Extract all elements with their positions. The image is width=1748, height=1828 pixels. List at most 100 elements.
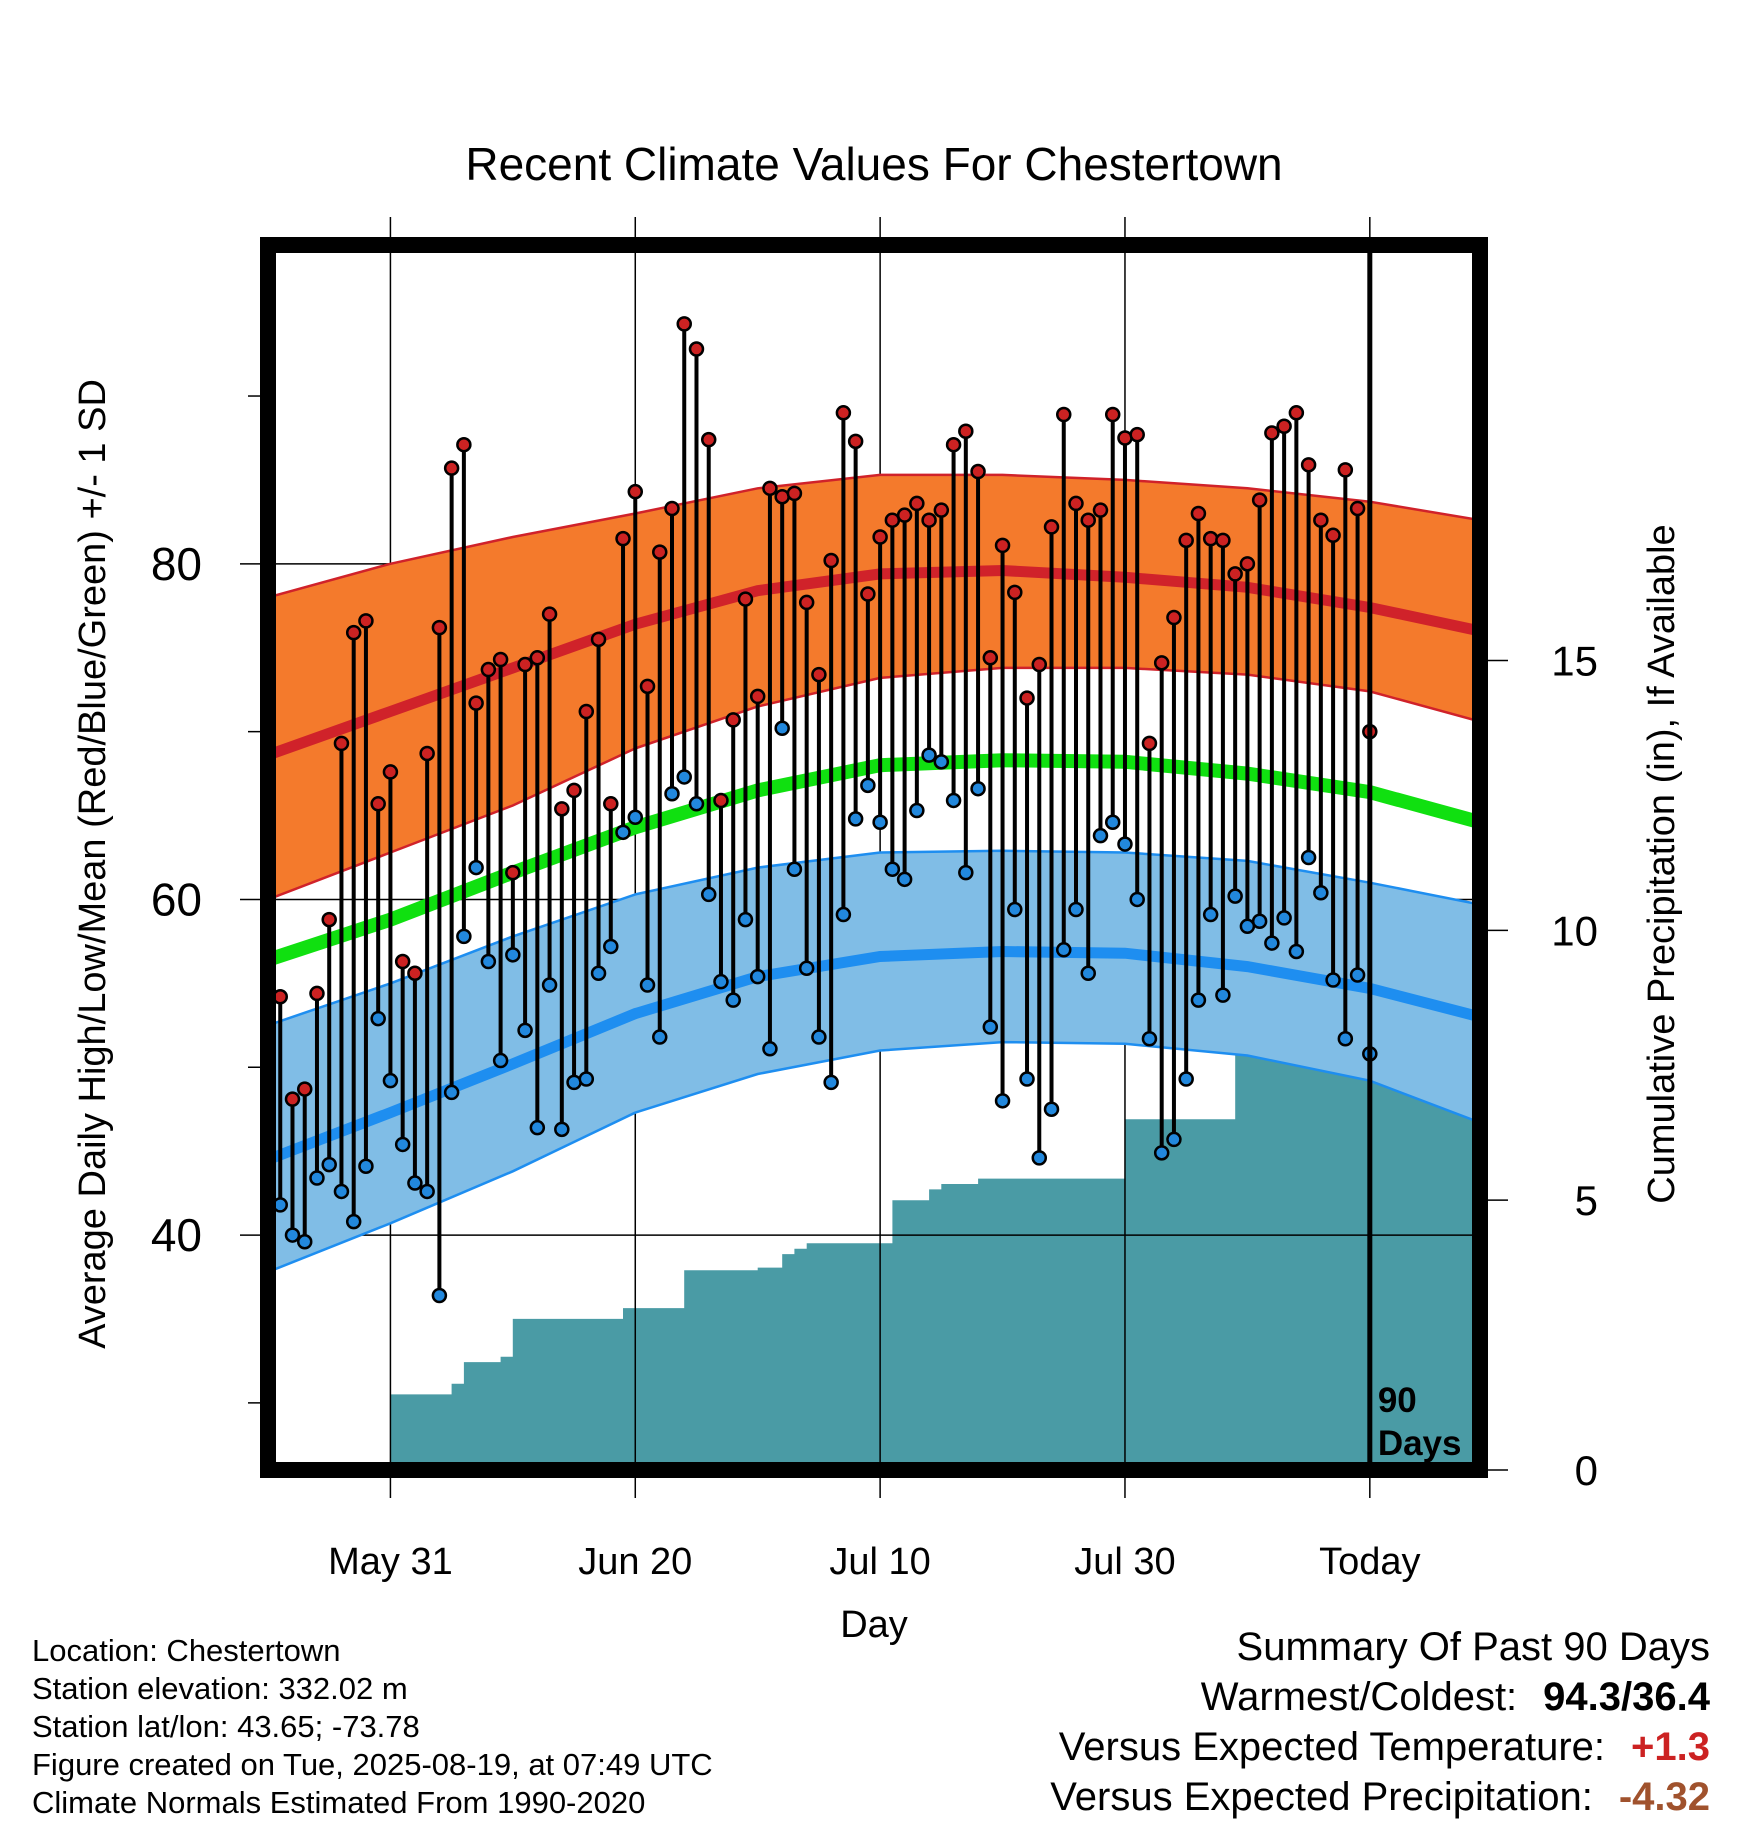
daily-high-point	[1019, 690, 1035, 706]
daily-low-point	[1117, 836, 1133, 852]
daily-low-point	[1313, 884, 1329, 901]
daily-high-point	[590, 631, 607, 648]
daily-high-point	[1031, 656, 1048, 673]
x-axis-label: Day	[840, 1604, 908, 1646]
daily-high-point	[480, 661, 497, 678]
y2-tick-label: 5	[1575, 1177, 1598, 1224]
summary-panel: Summary Of Past 90 Days Warmest/Coldest:…	[1050, 1622, 1710, 1822]
daily-low-point	[480, 953, 497, 970]
daily-high-point	[688, 341, 705, 357]
daily-low-point	[517, 1022, 533, 1039]
daily-high-point	[1251, 492, 1268, 508]
daily-low-point	[713, 973, 729, 990]
daily-high-point	[1202, 530, 1219, 547]
daily-low-point	[431, 1287, 448, 1304]
daily-low-point	[468, 859, 484, 876]
warmest-value: 94.3/36.4	[1543, 1675, 1710, 1719]
daily-low-point	[1019, 1071, 1035, 1087]
daily-high-point	[505, 864, 521, 881]
x-tick-label: Today	[1319, 1541, 1420, 1583]
daily-low-point	[382, 1072, 399, 1089]
daily-high-point	[468, 695, 484, 711]
daily-high-point	[1227, 566, 1243, 582]
daily-low-point	[884, 861, 901, 877]
daily-low-point	[394, 1136, 411, 1153]
daily-low-point	[321, 1156, 337, 1173]
daily-low-point	[896, 871, 913, 888]
daily-high-point	[1178, 532, 1194, 549]
daily-low-point	[762, 1041, 778, 1057]
created-text: Figure created on Tue, 2025-08-19, at 07…	[32, 1747, 713, 1782]
daily-low-point	[296, 1234, 313, 1250]
daily-low-point	[554, 1121, 570, 1138]
daily-low-point	[529, 1119, 546, 1136]
y-tick-label: 60	[151, 873, 202, 925]
daily-high-point	[896, 507, 913, 523]
daily-low-point	[1190, 992, 1207, 1008]
daily-high-point	[566, 782, 582, 799]
daily-high-point	[333, 735, 350, 752]
daily-low-point	[1056, 942, 1072, 958]
daily-low-point	[541, 977, 558, 993]
daily-high-point	[1080, 512, 1096, 528]
daily-low-point	[370, 1010, 386, 1027]
x-tick-label: Jul 30	[1074, 1541, 1175, 1583]
daily-low-point	[945, 792, 962, 809]
daily-high-point	[713, 792, 729, 809]
y-axis-label: Average Daily High/Low/Mean (Red/Blue/Gr…	[72, 379, 114, 1349]
daily-high-point	[1313, 512, 1329, 528]
daily-low-point	[1337, 1030, 1354, 1047]
daily-high-point	[1349, 500, 1366, 517]
latlon-text: Station lat/lon: 43.65; -73.78	[32, 1709, 420, 1744]
daily-low-point	[492, 1052, 509, 1069]
daily-low-point	[774, 720, 790, 737]
daily-high-point	[1239, 556, 1256, 572]
summary-temp-row: Versus Expected Temperature: +1.3	[1050, 1722, 1710, 1772]
daily-low-point	[1007, 901, 1023, 918]
daily-high-point	[529, 650, 546, 666]
daily-high-point	[725, 712, 741, 728]
daily-high-point	[1337, 462, 1354, 478]
daily-high-point	[321, 911, 337, 928]
daily-high-point	[1056, 406, 1072, 423]
daily-low-point	[823, 1074, 839, 1091]
daily-high-point	[1264, 425, 1280, 441]
daily-high-point	[407, 965, 423, 982]
daily-high-point	[652, 544, 668, 560]
daily-low-point	[1215, 987, 1231, 1003]
daily-low-point	[1080, 965, 1096, 982]
daily-high-point	[847, 433, 864, 450]
daily-high-point	[1325, 527, 1341, 544]
y2-tick-label: 0	[1575, 1447, 1598, 1494]
summary-warmest-row: Warmest/Coldest: 94.3/36.4	[1050, 1672, 1710, 1722]
daily-low-point	[835, 906, 852, 923]
daily-low-point	[284, 1227, 301, 1243]
daily-low-point	[309, 1170, 325, 1186]
daily-low-point	[725, 992, 741, 1008]
daily-high-point	[296, 1081, 313, 1097]
daily-high-point	[835, 405, 852, 421]
daily-low-point	[1153, 1145, 1170, 1161]
daily-low-point	[1141, 1030, 1158, 1047]
daily-high-point	[1104, 406, 1121, 423]
daily-low-point	[909, 802, 925, 819]
daily-high-point	[309, 985, 325, 1002]
daily-low-point	[958, 864, 974, 881]
daily-high-point	[1300, 457, 1317, 473]
daily-high-point	[1153, 655, 1170, 671]
daily-high-point	[1190, 505, 1207, 522]
precip-area	[268, 1005, 1480, 1470]
plot-area: 90 Days May 31 Jun 20 Jul 10 Jul 30 Today 40 60 8…	[151, 217, 1598, 1583]
daily-high-point	[700, 431, 717, 448]
daily-low-point	[1276, 910, 1292, 926]
daily-low-point	[603, 938, 619, 955]
daily-high-point	[860, 586, 876, 602]
daily-low-point	[1264, 935, 1280, 951]
daily-low-point	[1129, 891, 1145, 908]
precip-value: -4.32	[1618, 1775, 1710, 1819]
daily-low-point	[407, 1175, 423, 1191]
daily-high-point	[945, 436, 962, 453]
daily-low-point	[419, 1183, 435, 1200]
plot-frame	[260, 237, 1488, 1478]
precip-label: Versus Expected Precipitation:	[1050, 1775, 1593, 1819]
